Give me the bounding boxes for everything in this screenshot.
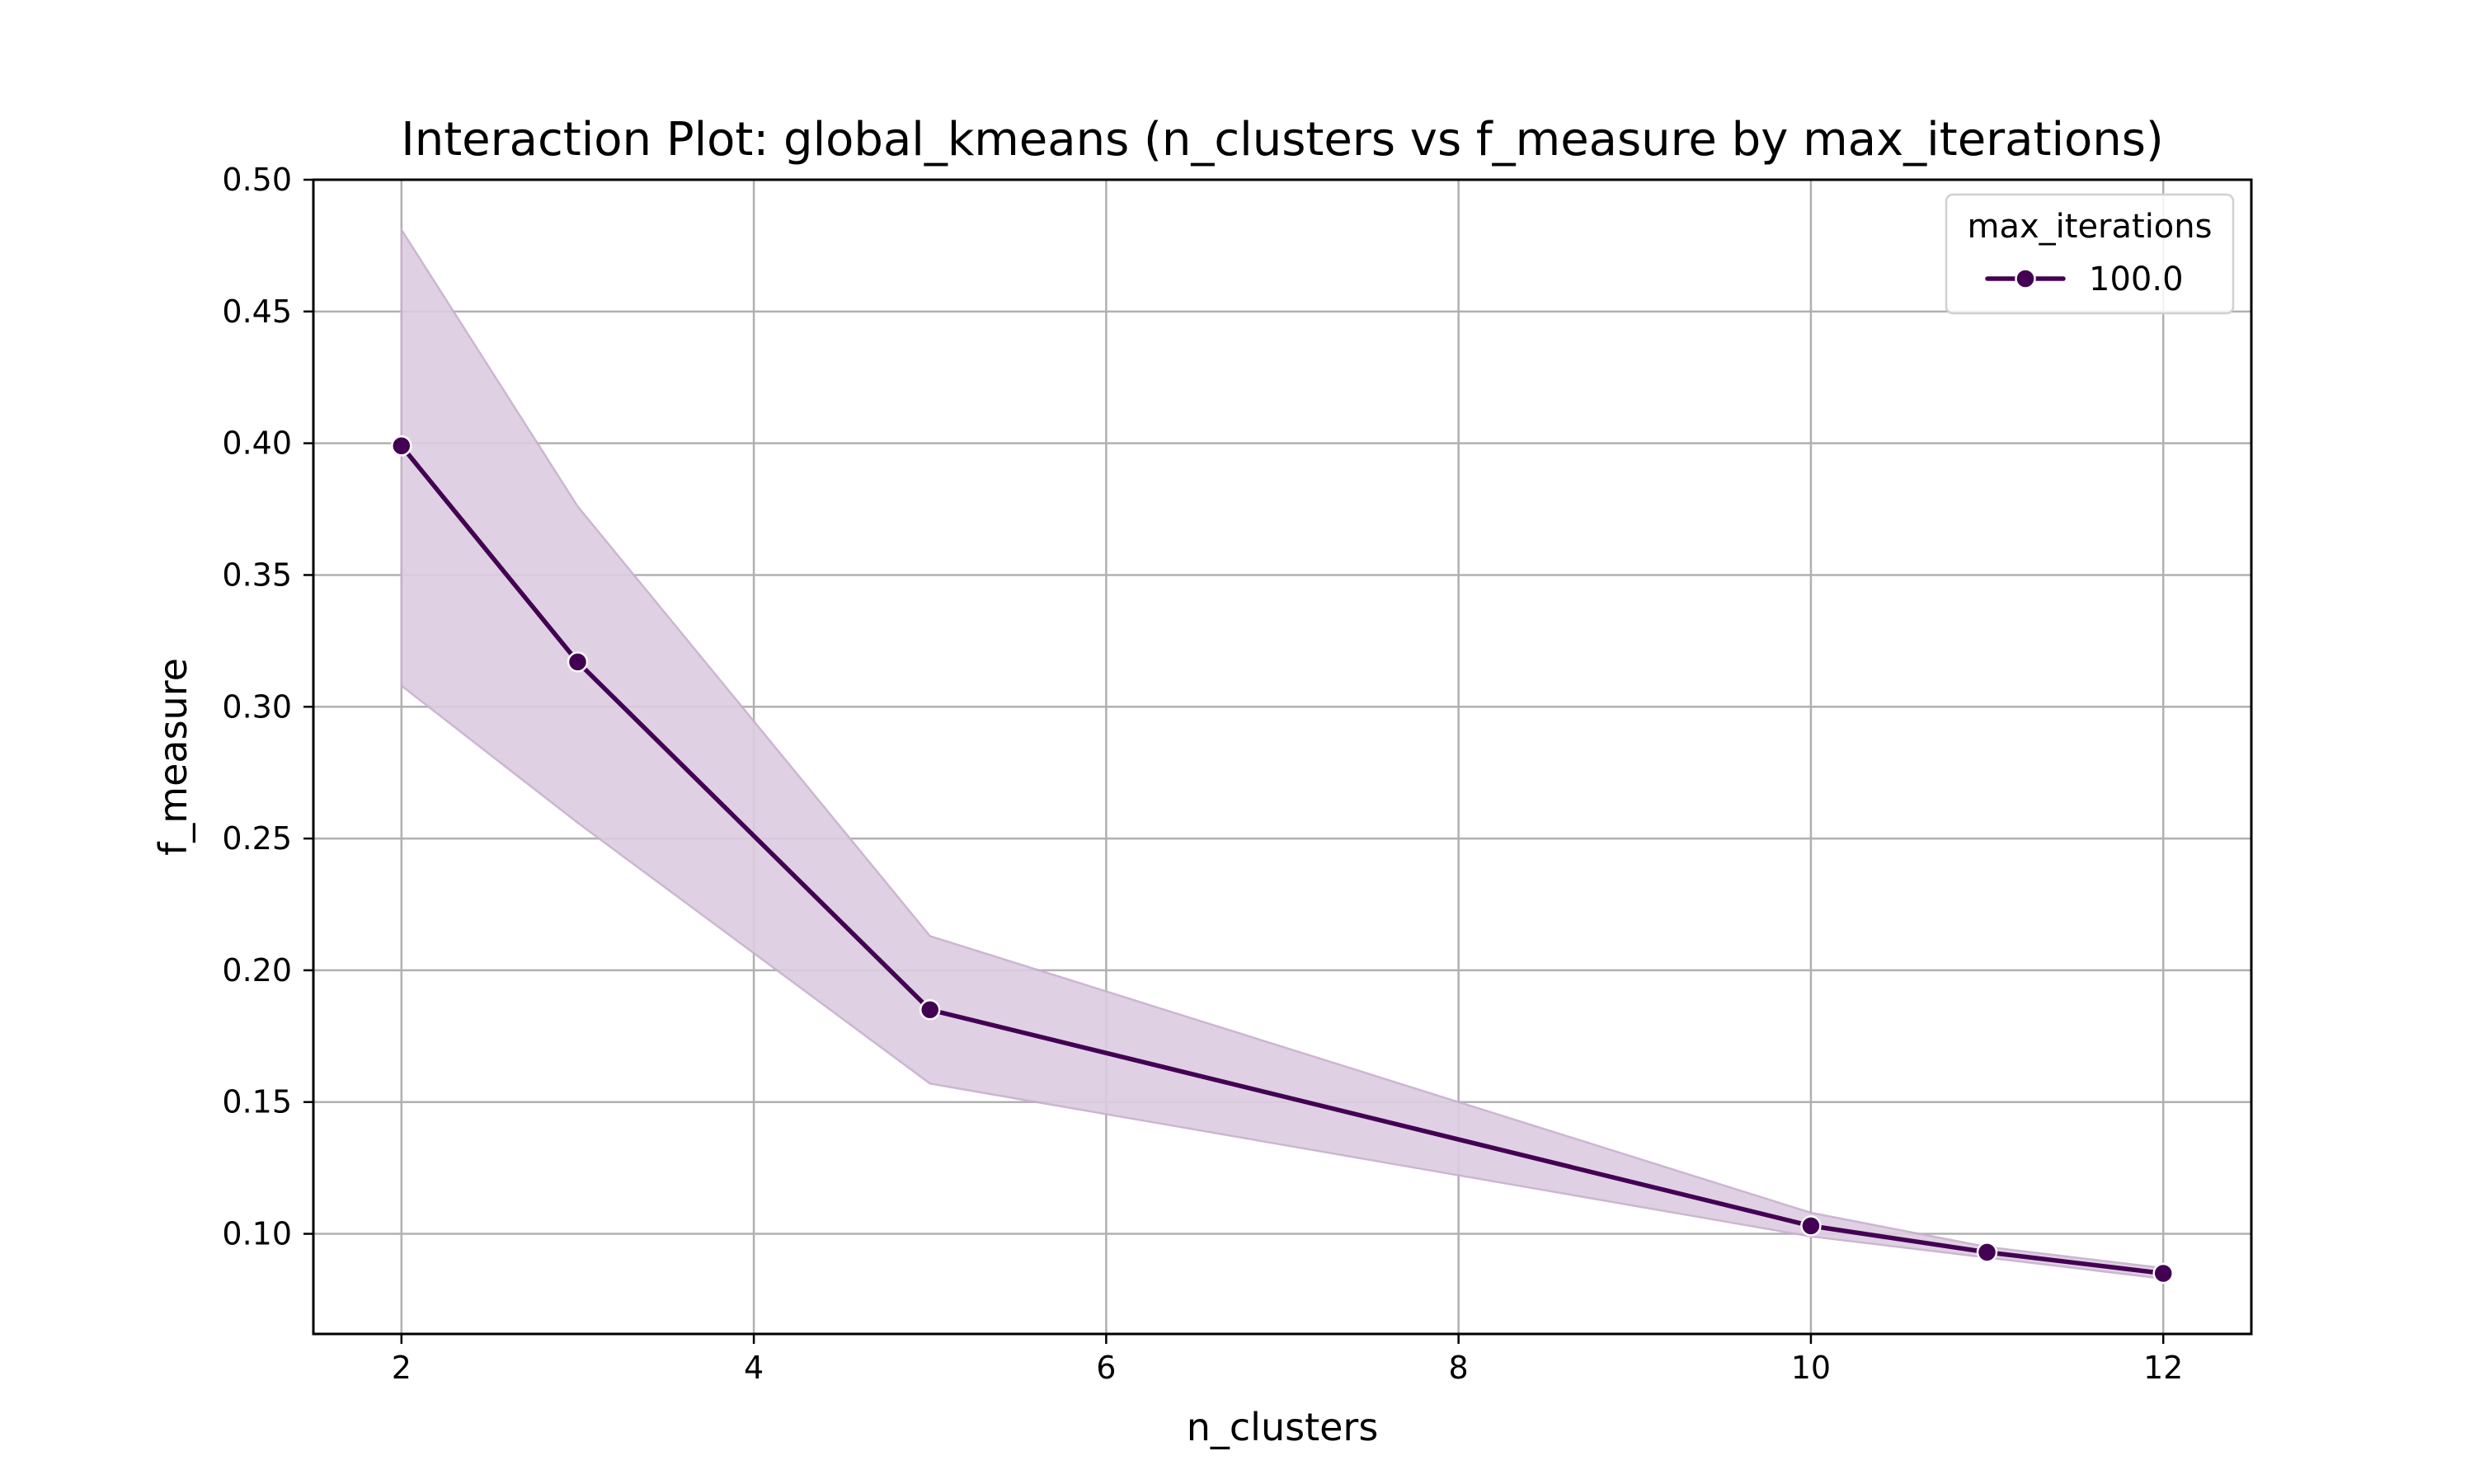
x-tick-label: 10 bbox=[1791, 1350, 1831, 1386]
y-tick-label: 0.45 bbox=[222, 294, 292, 330]
data-point bbox=[1800, 1215, 1822, 1237]
series-line bbox=[399, 444, 2166, 1276]
y-tick-label: 0.25 bbox=[222, 820, 292, 857]
y-tick-label: 0.30 bbox=[222, 688, 292, 725]
y-axis-ticks: 0.10 0.15 0.20 0.25 0.30 0.35 0.40 0.45 0.50 bbox=[222, 162, 313, 1252]
y-tick-label: 0.50 bbox=[222, 162, 292, 198]
data-point bbox=[567, 651, 589, 673]
y-tick-label: 0.35 bbox=[222, 556, 292, 593]
data-point bbox=[919, 999, 941, 1021]
y-tick-label: 0.40 bbox=[222, 425, 292, 462]
x-tick-label: 8 bbox=[1449, 1350, 1469, 1386]
x-axis-label: n_clusters bbox=[1187, 1405, 1379, 1449]
data-point bbox=[2152, 1262, 2174, 1284]
legend-title: max_iterations bbox=[1968, 208, 2213, 246]
plot-frame bbox=[312, 178, 2253, 1336]
legend-series-label: 100.0 bbox=[2089, 261, 2184, 298]
y-tick-label: 0.10 bbox=[222, 1216, 292, 1252]
x-tick-label: 2 bbox=[392, 1350, 412, 1386]
y-tick-label: 0.15 bbox=[222, 1084, 292, 1120]
x-tick-label: 6 bbox=[1096, 1350, 1116, 1386]
x-axis-ticks: 2 4 6 8 10 12 bbox=[392, 1334, 2183, 1386]
x-tick-label: 12 bbox=[2143, 1350, 2183, 1386]
chart-title: Interaction Plot: global_kmeans (n_clust… bbox=[401, 113, 2164, 167]
legend-marker bbox=[2015, 268, 2036, 289]
data-point bbox=[1976, 1242, 1998, 1263]
data-point bbox=[391, 435, 412, 457]
y-tick-label: 0.20 bbox=[222, 952, 292, 989]
data-points bbox=[391, 435, 2174, 1284]
x-tick-label: 4 bbox=[744, 1350, 764, 1386]
legend: max_iterations 100.0 bbox=[1945, 193, 2235, 315]
y-axis-label: f_measure bbox=[151, 658, 195, 856]
